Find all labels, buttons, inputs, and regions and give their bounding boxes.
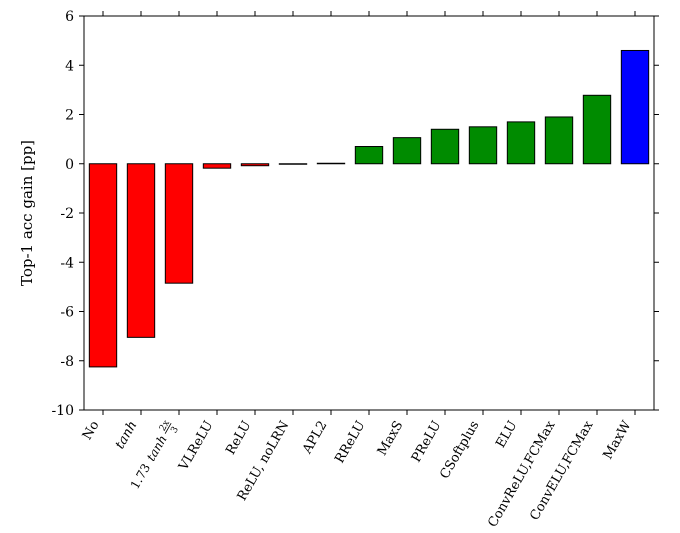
- chart-svg: -10-8-6-4-20246Top-1 acc gain [pp]Notanh…: [0, 0, 680, 533]
- y-tick-label: 6: [65, 9, 74, 25]
- y-tick-label: -2: [60, 206, 74, 222]
- bar: [127, 164, 154, 338]
- x-tick-label: No: [80, 418, 103, 442]
- y-axis-label: Top-1 acc gain [pp]: [18, 140, 36, 286]
- bar: [279, 164, 306, 165]
- x-tick-label: ELU: [493, 418, 520, 450]
- bar: [393, 138, 420, 164]
- x-tick-label: ReLU: [223, 418, 254, 457]
- bar: [545, 117, 572, 164]
- y-tick-label: 2: [65, 108, 74, 124]
- bar: [507, 122, 534, 164]
- x-tick-label: MaxW: [601, 418, 635, 462]
- svg-text:3: 3: [169, 425, 181, 435]
- bar-chart: -10-8-6-4-20246Top-1 acc gain [pp]Notanh…: [0, 0, 680, 533]
- y-tick-label: -10: [51, 403, 74, 419]
- y-tick-label: 0: [65, 157, 74, 173]
- x-tick-label: tanh: [113, 419, 141, 452]
- y-tick-label: -6: [60, 305, 74, 321]
- y-tick-label: -4: [60, 255, 74, 271]
- bar: [431, 129, 458, 163]
- y-tick-label: -8: [60, 354, 74, 370]
- bar: [355, 147, 382, 164]
- x-tick-label: CSoftplus: [437, 419, 482, 482]
- x-tick-label: MaxS: [375, 419, 407, 459]
- bar: [317, 163, 344, 164]
- x-tick-label: ConvReLU,FCMax: [485, 418, 558, 530]
- bar: [583, 95, 610, 163]
- bar: [89, 164, 116, 367]
- svg-text:1.73: 1.73: [128, 461, 153, 491]
- bar: [469, 127, 496, 164]
- x-tick-label: RReLU: [332, 418, 368, 466]
- svg-text:tanh: tanh: [144, 433, 170, 464]
- bar: [203, 164, 230, 168]
- x-tick-label: APL2: [299, 419, 330, 458]
- y-tick-label: 4: [65, 58, 74, 74]
- bar: [241, 164, 268, 166]
- x-tick-label: PReLU: [409, 418, 445, 465]
- bar: [165, 164, 192, 283]
- x-tick-label: VLReLU: [176, 418, 217, 473]
- bar: [621, 50, 648, 163]
